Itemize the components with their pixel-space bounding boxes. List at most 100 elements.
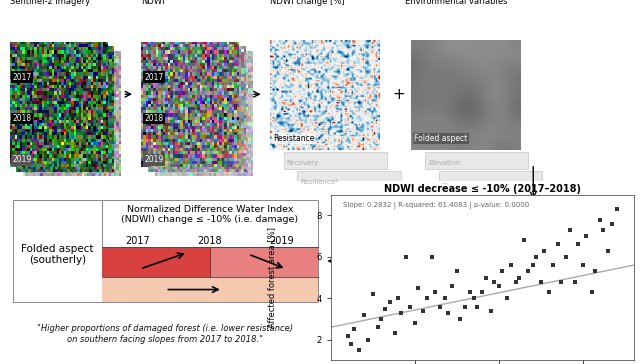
Text: 2018: 2018 bbox=[145, 114, 163, 123]
Point bbox=[527, 262, 538, 268]
Text: Folded aspect
(southerly): Folded aspect (southerly) bbox=[21, 244, 93, 265]
Point bbox=[349, 327, 359, 332]
Text: 2019: 2019 bbox=[13, 155, 32, 164]
Point bbox=[489, 279, 499, 285]
Point bbox=[485, 308, 495, 314]
Text: NDWI: NDWI bbox=[141, 0, 165, 5]
Text: Resistance: Resistance bbox=[273, 134, 314, 143]
Point bbox=[354, 347, 364, 353]
FancyBboxPatch shape bbox=[425, 152, 528, 169]
Point bbox=[545, 289, 555, 295]
FancyBboxPatch shape bbox=[102, 248, 210, 277]
Point bbox=[511, 279, 521, 285]
Text: NDWI change [%]: NDWI change [%] bbox=[270, 0, 344, 5]
Point bbox=[561, 254, 572, 260]
Point bbox=[519, 237, 529, 243]
Point bbox=[418, 308, 428, 314]
Point bbox=[502, 295, 513, 301]
Point bbox=[444, 310, 454, 316]
Point bbox=[586, 289, 596, 295]
Point bbox=[531, 254, 541, 260]
Title: NDWI decrease ≤ -10% (2017–2018): NDWI decrease ≤ -10% (2017–2018) bbox=[383, 184, 580, 194]
Point bbox=[540, 248, 550, 254]
Point bbox=[422, 295, 432, 301]
Point bbox=[570, 279, 580, 285]
Text: Elevation: Elevation bbox=[428, 159, 460, 166]
Point bbox=[595, 217, 605, 222]
Point bbox=[372, 324, 383, 330]
Point bbox=[346, 341, 356, 347]
Point bbox=[380, 306, 390, 312]
Point bbox=[514, 275, 524, 281]
Point bbox=[598, 227, 609, 233]
Point bbox=[556, 279, 566, 285]
Point bbox=[553, 242, 563, 248]
Point bbox=[413, 285, 423, 291]
Point bbox=[573, 242, 583, 248]
Point bbox=[440, 295, 450, 301]
Point bbox=[435, 304, 445, 309]
Point bbox=[401, 254, 412, 260]
Text: 2019: 2019 bbox=[269, 236, 294, 246]
Point bbox=[612, 206, 622, 212]
Point bbox=[367, 291, 378, 297]
FancyBboxPatch shape bbox=[210, 248, 318, 277]
FancyBboxPatch shape bbox=[13, 200, 102, 302]
Text: ...: ... bbox=[442, 179, 449, 185]
Point bbox=[363, 337, 373, 343]
Text: Normalized Difference Water Index
(NDWI) change ≤ -10% (i.e. damage): Normalized Difference Water Index (NDWI)… bbox=[122, 205, 298, 224]
Point bbox=[548, 262, 558, 268]
Point bbox=[468, 295, 479, 301]
Point bbox=[426, 254, 436, 260]
Point bbox=[455, 316, 465, 322]
Text: 2019: 2019 bbox=[145, 155, 164, 164]
Text: 2017: 2017 bbox=[125, 236, 150, 246]
Point bbox=[564, 227, 575, 233]
Point bbox=[590, 268, 600, 274]
Text: 2018: 2018 bbox=[13, 114, 32, 123]
FancyBboxPatch shape bbox=[298, 171, 401, 188]
Point bbox=[447, 283, 457, 289]
Text: 2017: 2017 bbox=[13, 72, 32, 82]
Point bbox=[385, 300, 395, 305]
Text: +: + bbox=[392, 87, 404, 102]
Y-axis label: Affected forest area [%]: Affected forest area [%] bbox=[267, 227, 276, 328]
FancyBboxPatch shape bbox=[102, 277, 318, 302]
Point bbox=[404, 304, 415, 309]
Text: 2017: 2017 bbox=[145, 72, 164, 82]
Point bbox=[390, 331, 400, 336]
Point bbox=[494, 283, 504, 289]
Point bbox=[477, 289, 487, 295]
Point bbox=[376, 316, 387, 322]
Text: Sentinel-2 imagery: Sentinel-2 imagery bbox=[10, 0, 90, 5]
Point bbox=[536, 279, 546, 285]
Point bbox=[430, 289, 440, 295]
Text: Slope: 0.2832 | R-squared: 61.4083 | p-value: 0.0000: Slope: 0.2832 | R-squared: 61.4083 | p-v… bbox=[343, 202, 529, 209]
Point bbox=[581, 233, 591, 239]
Text: Folded aspect: Folded aspect bbox=[414, 134, 467, 143]
Point bbox=[342, 333, 353, 339]
Text: Recovery: Recovery bbox=[287, 159, 319, 166]
FancyBboxPatch shape bbox=[284, 152, 387, 169]
Text: "Higher proportions of damaged forest (i.e. lower resistance)
on southern facing: "Higher proportions of damaged forest (i… bbox=[37, 324, 293, 344]
Point bbox=[359, 312, 369, 318]
Point bbox=[607, 221, 617, 227]
Point bbox=[393, 295, 403, 301]
Text: Resilience*: Resilience* bbox=[301, 179, 339, 185]
Point bbox=[460, 304, 470, 309]
FancyBboxPatch shape bbox=[102, 200, 318, 302]
Point bbox=[465, 289, 476, 295]
Point bbox=[396, 310, 406, 316]
Text: 2018: 2018 bbox=[198, 236, 222, 246]
Point bbox=[410, 320, 420, 326]
Point bbox=[472, 304, 482, 309]
Point bbox=[604, 248, 614, 254]
Text: Environmental variables: Environmental variables bbox=[404, 0, 507, 5]
Point bbox=[452, 268, 462, 274]
Point bbox=[522, 268, 532, 274]
Point bbox=[578, 262, 588, 268]
Point bbox=[481, 275, 491, 281]
Point bbox=[497, 268, 508, 274]
FancyBboxPatch shape bbox=[438, 171, 542, 188]
Point bbox=[506, 262, 516, 268]
